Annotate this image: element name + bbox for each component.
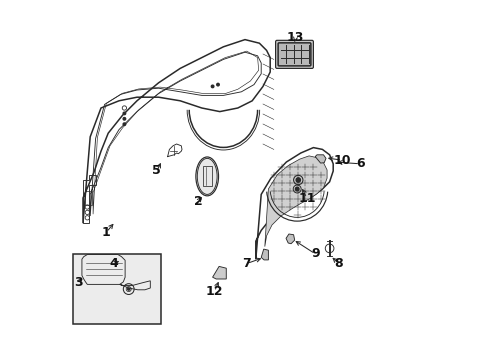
Circle shape bbox=[123, 117, 125, 120]
Circle shape bbox=[296, 178, 300, 182]
Text: 11: 11 bbox=[298, 192, 316, 204]
Text: 9: 9 bbox=[311, 247, 319, 260]
Text: 8: 8 bbox=[334, 257, 343, 270]
FancyBboxPatch shape bbox=[278, 43, 311, 66]
Text: 2: 2 bbox=[194, 195, 202, 208]
Ellipse shape bbox=[196, 157, 219, 196]
Bar bbox=[85, 191, 92, 205]
Text: 7: 7 bbox=[243, 257, 251, 270]
Text: 6: 6 bbox=[356, 157, 365, 170]
Polygon shape bbox=[265, 156, 327, 247]
Circle shape bbox=[295, 187, 299, 191]
Bar bbox=[73, 254, 161, 324]
Polygon shape bbox=[315, 155, 326, 163]
Text: 5: 5 bbox=[152, 165, 161, 177]
Text: 10: 10 bbox=[334, 154, 351, 167]
Circle shape bbox=[217, 84, 219, 86]
Text: 4: 4 bbox=[109, 257, 118, 270]
Text: 3: 3 bbox=[74, 276, 83, 289]
Text: 13: 13 bbox=[287, 31, 304, 44]
Text: 12: 12 bbox=[206, 285, 223, 298]
Circle shape bbox=[127, 288, 130, 290]
Polygon shape bbox=[261, 249, 269, 260]
Text: 1: 1 bbox=[102, 226, 111, 239]
Circle shape bbox=[123, 112, 125, 114]
Circle shape bbox=[123, 123, 125, 125]
Circle shape bbox=[211, 85, 214, 87]
Polygon shape bbox=[286, 234, 294, 244]
Polygon shape bbox=[213, 266, 226, 279]
Bar bbox=[203, 166, 212, 186]
FancyBboxPatch shape bbox=[275, 40, 314, 68]
